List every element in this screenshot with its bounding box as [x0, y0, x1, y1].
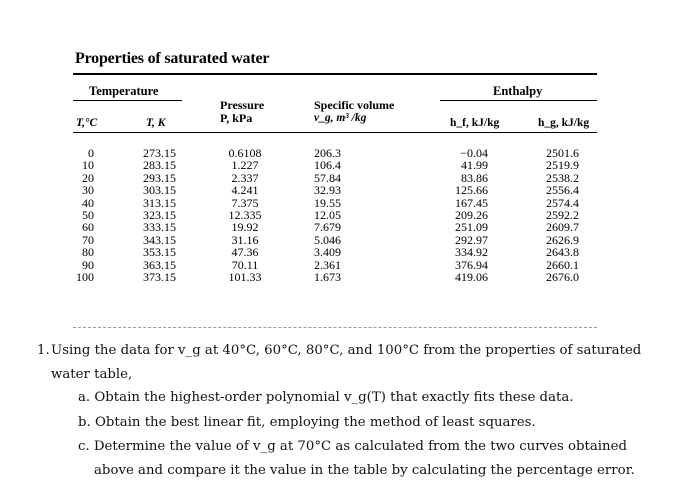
- table-cell: 7.375: [231, 195, 259, 210]
- table-cell: 41.99: [461, 158, 488, 173]
- table-cell: 47.36: [231, 245, 259, 260]
- problem-part-c-line-2: above and compare it the value in the ta…: [94, 463, 635, 478]
- table-cell: 2660.1: [546, 257, 579, 272]
- problem-line-1: Using the data for v_g at 40°C, 60°C, 80…: [51, 343, 642, 358]
- header-volume-line2: v_g, m³ /kg: [314, 112, 367, 124]
- header-hf: h_f, kJ/kg: [450, 117, 500, 129]
- problem-number: 1.: [37, 343, 50, 358]
- table-cell: 19.92: [231, 220, 259, 235]
- table-cell: 2519.9: [546, 158, 579, 173]
- table-cell: 40: [82, 195, 94, 210]
- table-cell: 419.06: [455, 270, 488, 285]
- table-cell: 2556.4: [546, 183, 579, 198]
- table-cell: −0.04: [460, 146, 488, 160]
- table-cell: 2501.6: [546, 146, 579, 160]
- header-bottom-rule: [73, 132, 597, 133]
- table-cell: 5.046: [314, 232, 341, 247]
- temperature-group-rule: [73, 100, 182, 101]
- table-cell: 83.86: [461, 170, 488, 185]
- table-cell: 10: [82, 158, 94, 173]
- table-cell: 2592.2: [546, 208, 579, 223]
- table-cell: 31.16: [231, 232, 259, 247]
- table-cell: 101.33: [228, 270, 262, 285]
- column-temp-c: 0 10 20 30 40 50 60 70 80 90 100: [70, 146, 94, 285]
- problem-part-a: a. Obtain the highest-order polynomial v…: [78, 390, 574, 405]
- table-cell: 80: [82, 245, 94, 260]
- table-cell: 1.673: [314, 270, 341, 285]
- table-cell: 50: [82, 208, 94, 223]
- header-pressure-line2: P, kPa: [220, 111, 253, 125]
- table-cell: 30: [82, 183, 94, 198]
- table-cell: 2574.4: [546, 195, 579, 210]
- problem-line-2: water table,: [51, 367, 133, 382]
- table-cell: 3.409: [314, 245, 341, 260]
- enthalpy-group-rule: [440, 100, 597, 101]
- table-cell: 100: [76, 270, 94, 285]
- table-cell: 1.227: [231, 158, 259, 173]
- table-cell: 2643.8: [546, 245, 579, 260]
- table-cell: 209.26: [455, 208, 488, 223]
- table-cell: 2.361: [314, 257, 341, 272]
- table-cell: 106.4: [314, 158, 341, 173]
- table-cell: 0.6108: [228, 146, 262, 160]
- table-cell: 4.241: [231, 183, 259, 198]
- column-hf: −0.04 41.99 83.86 125.66 167.45 209.26 251.09 2…: [440, 146, 488, 285]
- table-cell: 7.679: [314, 220, 341, 235]
- table-cell: 2676.0: [546, 270, 579, 285]
- table-cell: 0: [88, 146, 94, 160]
- table-bottom-rule: [73, 327, 597, 328]
- temperature-group-header: Temperature: [89, 84, 159, 98]
- table-cell: 343.15: [143, 232, 176, 247]
- table-cell: 2538.2: [546, 170, 579, 185]
- table-cell: 32.93: [314, 183, 341, 198]
- table-cell: 313.15: [143, 195, 176, 210]
- table-cell: 12.05: [314, 208, 341, 223]
- table-cell: 70: [82, 232, 94, 247]
- table-cell: 283.15: [143, 158, 176, 173]
- column-volume: 206.3 106.4 57.84 32.93 19.55 12.05 7.679 5.046…: [314, 146, 341, 285]
- table-cell: 57.84: [314, 170, 341, 185]
- header-pressure-line1: Pressure: [220, 98, 265, 112]
- table-cell: 20: [82, 170, 94, 185]
- header-hg: h_g, kJ/kg: [538, 117, 590, 129]
- table-cell: 363.15: [143, 257, 176, 272]
- table-cell: 373.15: [143, 270, 176, 285]
- enthalpy-group-header: Enthalpy: [493, 84, 543, 98]
- table-cell: 167.45: [455, 195, 488, 210]
- table-cell: 12.335: [228, 208, 262, 223]
- table-title: Properties of saturated water: [75, 50, 270, 67]
- column-hg: 2501.6 2519.9 2538.2 2556.4 2574.4 2592.2 2609…: [540, 146, 579, 285]
- table-cell: 293.15: [143, 170, 176, 185]
- table-cell: 353.15: [143, 245, 176, 260]
- table-cell: 60: [82, 220, 94, 235]
- table-cell: 125.66: [455, 183, 488, 198]
- table-cell: 251.09: [455, 220, 488, 235]
- table-cell: 70.11: [231, 257, 259, 272]
- problem-part-c-line-1: c. Determine the value of v_g at 70°C as…: [78, 439, 628, 454]
- header-volume-line1: Specific volume: [314, 98, 395, 112]
- header-temp-c: T,°C: [76, 117, 97, 129]
- table-cell: 303.15: [143, 183, 176, 198]
- table-cell: 333.15: [143, 220, 176, 235]
- top-rule: [73, 73, 597, 75]
- table-cell: 2626.9: [546, 232, 579, 247]
- table-cell: 2.337: [231, 170, 259, 185]
- table-cell: 334.92: [455, 245, 488, 260]
- table-cell: 206.3: [314, 146, 341, 160]
- column-temp-k: 273.15 283.15 293.15 303.15 313.15 323.15 333.…: [143, 146, 176, 285]
- column-pressure: 0.6108 1.227 2.337 4.241 7.375 12.335 19.92 31.…: [216, 146, 274, 285]
- table-cell: 19.55: [314, 195, 341, 210]
- table-cell: 376.94: [455, 257, 488, 272]
- header-temp-c-label: T,°C: [76, 117, 98, 129]
- table-cell: 273.15: [143, 146, 176, 160]
- table-cell: 292.97: [455, 232, 488, 247]
- table-cell: 2609.7: [546, 220, 579, 235]
- problem-part-b: b. Obtain the best linear fit, employing…: [78, 415, 536, 430]
- table-cell: 323.15: [143, 208, 176, 223]
- table-cell: 90: [82, 257, 94, 272]
- header-temp-k: T, K: [146, 117, 166, 129]
